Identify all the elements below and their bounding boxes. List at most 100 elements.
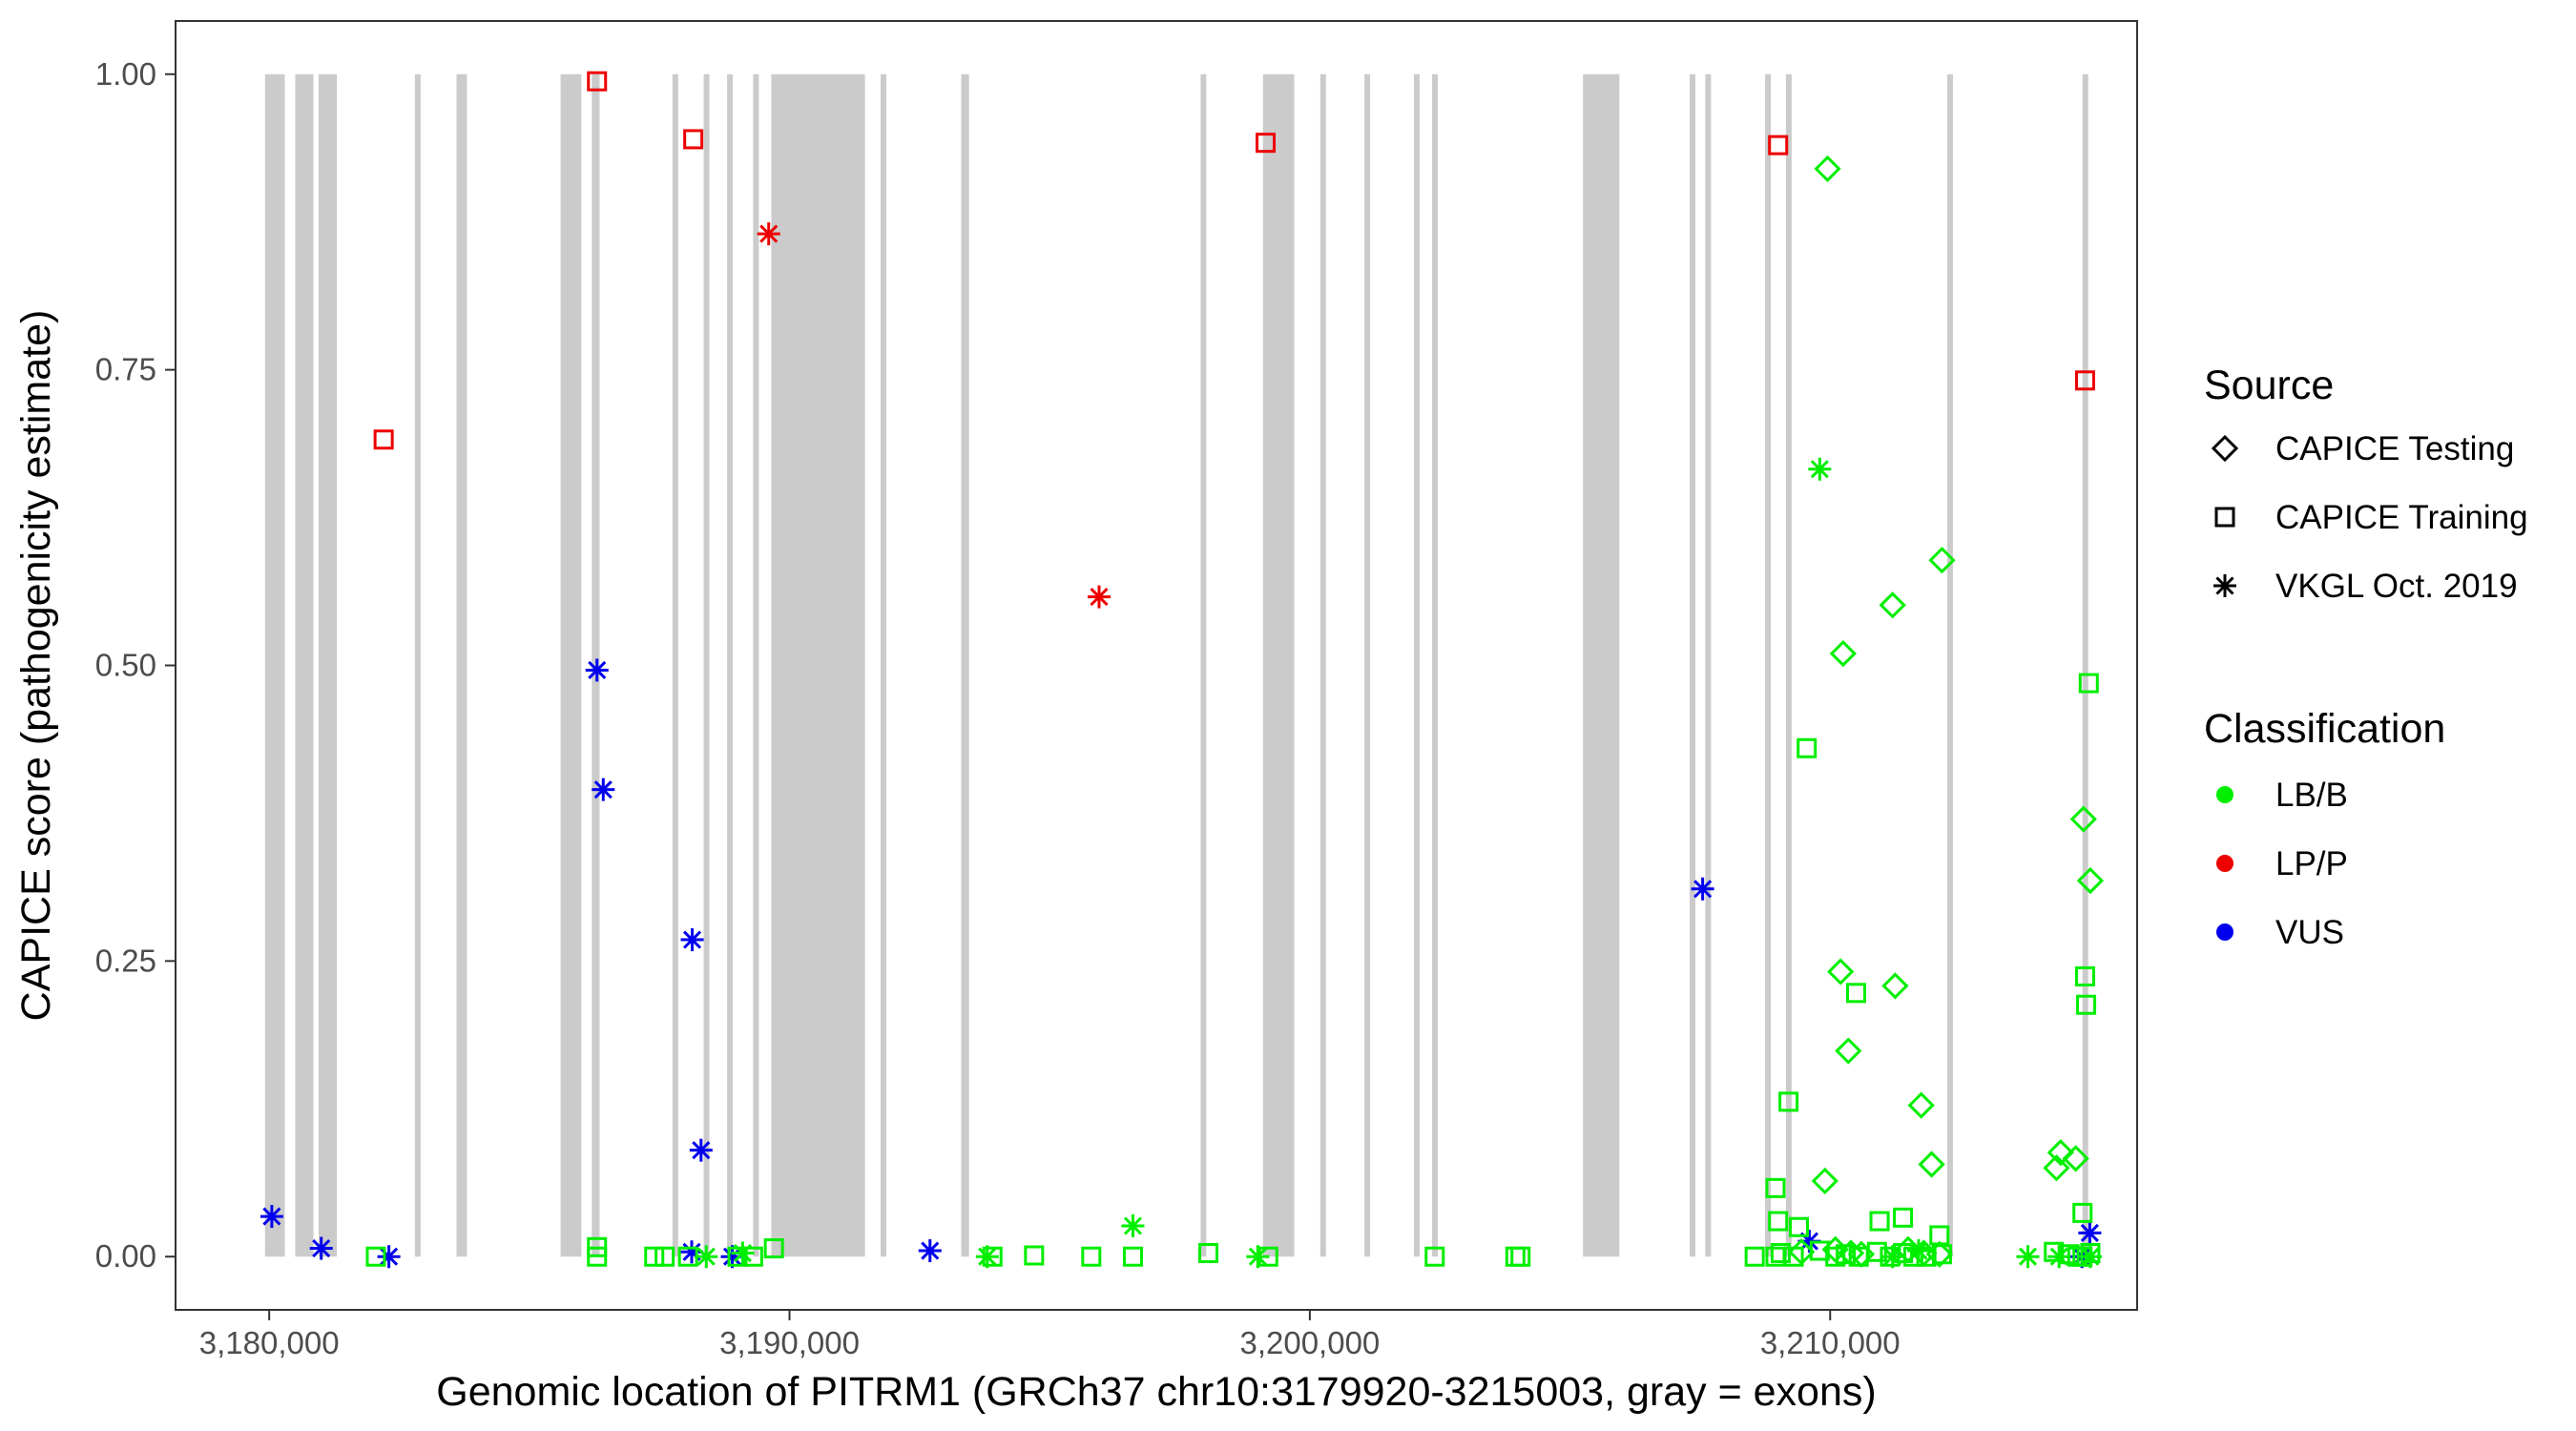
exon-band [456,73,467,1257]
data-point-square [1768,1211,1789,1232]
data-point-diamond [1907,1091,1935,1119]
data-point-square [763,1238,784,1259]
data-point-square [1257,1246,1278,1267]
data-point-asterisk [757,222,780,246]
data-point-diamond [2046,1139,2074,1167]
exon-band [264,73,285,1257]
data-point-square [1024,1245,1045,1266]
data-point-square [1198,1243,1219,1264]
data-point-square [683,129,704,150]
data-points [260,71,2105,1269]
data-point-square [1866,1241,1887,1262]
exon-band [1946,73,1953,1257]
legend-key-diamond [2211,434,2239,463]
data-point-square [1880,1246,1901,1267]
data-point-square [654,1246,675,1267]
data-point-diamond [2043,1154,2070,1182]
data-point-square [2074,965,2095,986]
y-tick-label: 0.00 [95,1238,156,1274]
data-point-square [1825,1246,1846,1267]
exon-band [560,73,582,1257]
data-point-square [982,1246,1003,1267]
exon-band [1262,73,1295,1257]
legend-key-dot [2216,786,2233,803]
data-point-square [677,1246,698,1267]
data-point-asterisk [2047,1245,2071,1269]
legend-source-title: Source [2204,363,2334,408]
data-point-square [1893,1207,1914,1228]
data-point-square [644,1246,665,1267]
legend: Source Classification CAPICE Testing CAPI… [2204,363,2528,951]
data-point-diamond [1827,958,1855,985]
data-point-square [742,1246,763,1267]
data-point-square [1122,1246,1143,1267]
data-point-asterisk [1088,585,1111,609]
data-point-square [1744,1246,1765,1267]
exon-band [880,73,886,1257]
data-point-square [1846,983,1867,1004]
data-point-square [1768,135,1789,156]
data-point-diamond [1814,155,1841,183]
y-tick-label: 0.25 [95,943,156,978]
x-tick-label: 3,210,000 [1760,1325,1901,1360]
data-point-diamond [1925,1240,1953,1268]
data-point-square [365,1246,386,1267]
y-tick-label: 1.00 [95,56,156,92]
exon-band [1689,73,1695,1257]
data-point-diamond [1879,591,1906,619]
data-point-asterisk [918,1239,942,1263]
legend-source-label: VKGL Oct. 2019 [2275,568,2518,605]
exon-band [961,73,969,1257]
exon-band [672,73,678,1257]
exon-band [295,73,314,1257]
data-point-square [1869,1211,1890,1232]
data-point-square [1809,1240,1830,1261]
data-point-asterisk [1246,1245,1270,1269]
exon-bands [264,73,2088,1257]
data-point-asterisk [260,1205,283,1229]
data-point-asterisk [2016,1245,2040,1269]
x-tick-label: 3,180,000 [199,1325,340,1360]
exon-band [414,73,421,1257]
data-point-asterisk [2078,1221,2102,1245]
exon-band [771,73,865,1257]
data-point-asterisk [585,658,609,682]
y-axis-title: CAPICE score (pathogenicity estimate) [13,310,59,1022]
legend-key-dot [2216,855,2233,872]
exon-band [753,73,759,1257]
data-point-asterisk [309,1236,333,1260]
data-point-asterisk [1121,1213,1145,1237]
x-axis-title: Genomic location of PITRM1 (GRCh37 chr10… [436,1369,1876,1415]
data-point-asterisk [731,1241,755,1265]
axes: 3,180,000 3,190,000 3,200,000 3,210,000 0.00… [95,56,1901,1360]
legend-source-label: CAPICE Testing [2275,430,2514,467]
data-point-diamond [1829,639,1857,668]
data-point-square [1081,1246,1102,1267]
data-point-square [1931,1244,1952,1265]
data-point-diamond [1811,1167,1839,1195]
data-point-square [1510,1246,1531,1267]
data-point-square [1797,737,1818,758]
data-point-square [587,71,608,92]
data-point-square [2078,673,2099,694]
legend-key-dot [2216,923,2233,941]
data-point-square [1424,1246,1445,1267]
data-point-asterisk [1808,457,1832,481]
legend-key-square [2214,507,2235,528]
data-point-square [2076,994,2097,1015]
data-point-square [1789,1216,1810,1237]
exon-band [703,73,710,1257]
y-tick-label: 0.50 [95,648,156,683]
data-point-diamond [1928,547,1956,574]
data-point-square [2080,1243,2101,1264]
data-point-asterisk [1691,877,1714,901]
data-point-square [587,1236,608,1257]
exon-band [1765,73,1772,1257]
exon-band [1364,73,1371,1257]
exon-band [2082,73,2088,1257]
data-point-square [2044,1241,2065,1262]
data-point-diamond [2062,1145,2089,1172]
legend-key-asterisk [2213,574,2236,597]
data-point-square [1902,1246,1923,1267]
